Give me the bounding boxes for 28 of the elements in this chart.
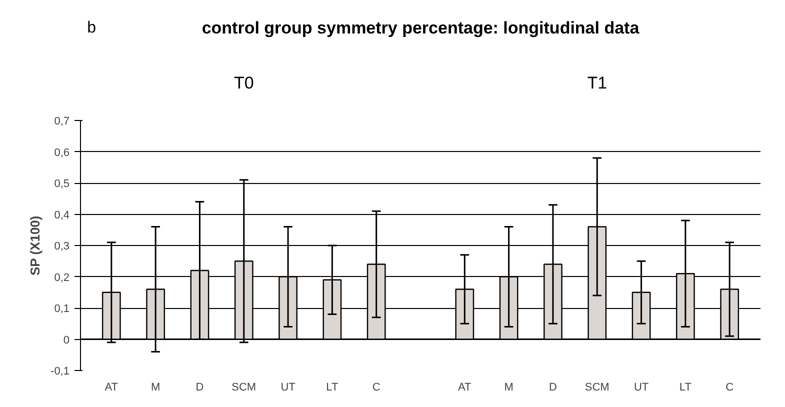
y-axis-title: SP (X100) <box>28 216 43 276</box>
y-tick-label: 0,4 <box>54 209 70 222</box>
x-tick-label: LT <box>326 382 338 394</box>
x-tick-label: LT <box>679 382 692 394</box>
x-tick-label: M <box>150 382 160 394</box>
x-tick-label: SCM <box>232 382 256 394</box>
y-tick-label: 0,3 <box>54 240 70 252</box>
x-tick-label: AT <box>458 382 472 394</box>
y-tick-label: 0,5 <box>54 178 70 190</box>
x-tick-label: AT <box>104 382 118 394</box>
y-tick-label: 0,1 <box>54 303 70 315</box>
text: T0 <box>234 74 254 92</box>
y-tick-label: 0,6 <box>54 146 70 159</box>
x-tick-label: UT <box>634 382 649 394</box>
x-tick-label: UT <box>280 382 296 394</box>
x-tick-label: C <box>372 382 380 394</box>
x-tick-label: M <box>504 382 514 394</box>
x-tick-label: D <box>196 382 204 394</box>
y-tick-label: 0 <box>63 334 70 346</box>
y-tick-label: 0,7 <box>54 116 70 128</box>
y-tick-label: -0,1 <box>50 366 70 378</box>
x-tick-label: D <box>548 382 557 394</box>
x-tick-label: C <box>726 382 734 394</box>
text: b <box>87 20 96 36</box>
text: T1 <box>587 74 608 92</box>
x-tick-label: SCM <box>584 382 610 394</box>
chart-title: control group symmetry percentage: longitudinal data <box>202 18 640 38</box>
y-tick-label: 0,2 <box>54 272 70 284</box>
